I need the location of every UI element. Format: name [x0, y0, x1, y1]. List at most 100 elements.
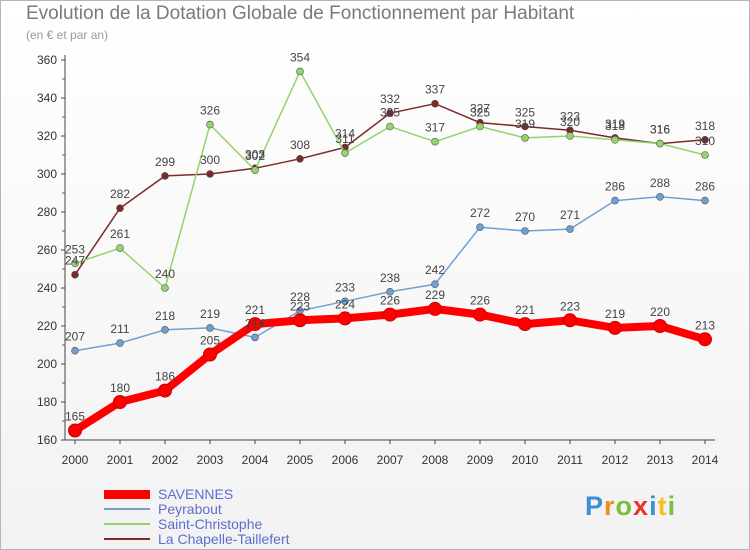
data-label: 326 [200, 104, 220, 118]
data-point [518, 317, 532, 332]
data-label: 214 [245, 316, 265, 330]
y-tick-label: 160 [37, 433, 57, 447]
data-point [206, 324, 214, 332]
data-label: 165 [65, 410, 85, 424]
data-label: 308 [290, 138, 310, 152]
data-point [71, 259, 79, 268]
data-point [251, 333, 259, 342]
data-label: 218 [155, 309, 175, 323]
data-point [386, 287, 394, 296]
data-point [68, 423, 82, 438]
data-label: 327 [470, 102, 490, 116]
data-point [701, 136, 709, 144]
x-tick-label: 2009 [467, 453, 494, 467]
y-tick-label: 340 [37, 91, 57, 105]
data-label: 224 [335, 297, 355, 311]
data-point [296, 67, 304, 76]
data-point [161, 284, 169, 292]
data-point [251, 166, 259, 174]
data-point [296, 155, 304, 163]
data-point [476, 122, 484, 131]
x-tick-label: 2005 [287, 453, 314, 467]
data-point [656, 139, 664, 148]
data-label: 226 [380, 294, 400, 308]
data-label: 221 [245, 303, 265, 317]
y-tick-label: 320 [37, 129, 57, 143]
y-tick-label: 300 [37, 167, 57, 181]
y-tick-label: 360 [37, 53, 57, 67]
data-point [293, 313, 307, 328]
legend-swatch [104, 508, 150, 510]
data-point [608, 320, 622, 335]
data-point [701, 196, 709, 205]
y-tick-label: 240 [37, 281, 57, 295]
data-label: 318 [695, 119, 715, 133]
data-point [698, 332, 712, 347]
data-label: 318 [605, 119, 625, 133]
data-label: 228 [290, 290, 310, 304]
x-tick-label: 2012 [602, 453, 629, 467]
logo-letter: x [633, 491, 650, 521]
data-label: 314 [335, 126, 355, 140]
data-label: 247 [65, 254, 85, 268]
legend-label: Peyrabout [158, 501, 222, 517]
y-tick-label: 280 [37, 205, 57, 219]
data-label: 270 [515, 210, 535, 224]
data-point [431, 280, 439, 289]
data-point [116, 204, 124, 212]
data-label: 325 [470, 106, 490, 120]
data-label: 220 [650, 305, 670, 319]
data-point [203, 347, 217, 362]
data-point [521, 227, 529, 235]
data-point [563, 313, 577, 328]
data-label: 219 [200, 307, 220, 321]
data-label: 286 [605, 180, 625, 194]
data-label: 221 [515, 303, 535, 317]
x-tick-label: 2001 [107, 453, 134, 467]
logo-letter: t [657, 491, 668, 521]
data-point [248, 317, 262, 332]
data-label: 310 [695, 134, 715, 148]
data-point [611, 136, 619, 144]
data-label: 272 [470, 206, 490, 220]
x-tick-label: 2011 [557, 453, 583, 467]
legend-swatch [104, 523, 150, 525]
x-tick-label: 2000 [62, 453, 89, 467]
logo-letter: P [585, 491, 605, 521]
data-point [431, 99, 439, 108]
data-label: 299 [155, 155, 175, 169]
data-point [566, 225, 574, 233]
data-point [476, 223, 484, 231]
data-label: 207 [65, 330, 85, 344]
data-label: 242 [425, 263, 445, 277]
data-point [161, 325, 169, 334]
data-label: 226 [470, 294, 490, 308]
data-label: 233 [335, 280, 355, 294]
data-label: 316 [650, 123, 670, 137]
data-point [341, 149, 349, 157]
data-point [431, 137, 439, 146]
data-point [116, 244, 124, 252]
data-point [341, 297, 349, 306]
logo-letter: o [615, 491, 634, 521]
data-label: 180 [110, 381, 130, 395]
y-tick-label: 220 [37, 319, 57, 333]
data-label: 223 [290, 299, 310, 313]
data-point [113, 395, 127, 409]
x-tick-label: 2006 [332, 453, 359, 467]
legend-item: Peyrabout [104, 501, 222, 517]
logo-letter: r [604, 491, 616, 521]
data-label: 211 [110, 322, 129, 336]
data-point [383, 307, 397, 322]
data-point [206, 170, 214, 178]
x-tick-label: 2003 [197, 453, 224, 467]
data-label: 205 [200, 334, 220, 348]
data-label: 320 [560, 115, 580, 129]
data-label: 317 [425, 121, 445, 135]
x-tick-label: 2008 [422, 453, 449, 467]
data-point [116, 339, 124, 347]
data-point [71, 270, 79, 279]
chart-title: Evolution de la Dotation Globale de Fonc… [26, 3, 575, 24]
data-label: 337 [425, 83, 445, 97]
